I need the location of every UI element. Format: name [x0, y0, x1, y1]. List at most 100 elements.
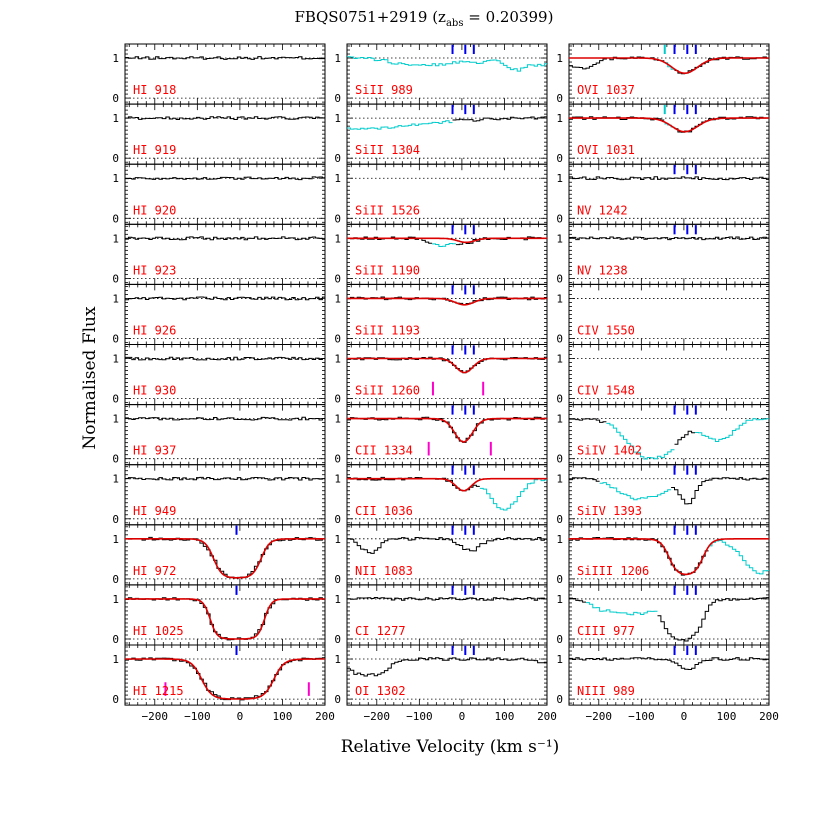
y-tick-label: 0	[556, 332, 563, 345]
spectrum-trace	[569, 657, 769, 670]
panel: 0 1 NV 1238	[556, 223, 770, 285]
panel-label: NV 1242	[577, 203, 628, 217]
y-tick-label: 0	[334, 92, 341, 105]
y-tick-label: 1	[112, 353, 119, 366]
spectrum-trace	[674, 56, 769, 75]
y-tick-label: 1	[556, 52, 563, 65]
y-tick-label: 0	[112, 513, 119, 526]
x-axis-label: Relative Velocity (km s⁻¹)	[341, 737, 560, 757]
y-tick-label: 1	[112, 112, 119, 125]
x-tick-label: 0	[681, 710, 688, 723]
y-tick-label: 0	[334, 573, 341, 586]
panel: 0 1 CIV 1550	[556, 283, 770, 345]
y-tick-label: 1	[334, 292, 341, 305]
y-tick-label: 0	[112, 693, 119, 706]
x-tick-label: 100	[273, 710, 293, 723]
panel-label: OI 1302	[355, 684, 406, 698]
panel: 0 1 SiII 1304	[334, 103, 548, 165]
y-tick-label: 0	[112, 92, 119, 105]
spectrum-trace	[479, 478, 547, 511]
y-tick-label: 0	[112, 212, 119, 225]
panel-label: HI 920	[133, 203, 176, 217]
panel-label: NV 1238	[577, 263, 628, 277]
spectrum-trace	[125, 116, 325, 120]
panel-label: CIV 1548	[577, 384, 635, 398]
x-tick-label: 200	[537, 710, 557, 723]
y-tick-label: 0	[556, 633, 563, 646]
spectrum-trace	[125, 296, 325, 301]
y-tick-label: 0	[334, 513, 341, 526]
spectrum-trace	[452, 116, 547, 122]
y-tick-label: 1	[334, 52, 341, 65]
spectrum-trace	[347, 537, 547, 554]
panel-label: HI 1025	[133, 624, 184, 638]
y-tick-label: 1	[556, 413, 563, 426]
panel: 0 1 OVI 1037	[556, 43, 770, 105]
y-tick-label: 1	[556, 353, 563, 366]
chart-title-subscript: abs	[446, 18, 464, 29]
x-tick-label: −200	[586, 710, 613, 723]
panel: 0 1 SiII 1190	[334, 223, 548, 285]
panel: 0 1 HI 923	[112, 223, 326, 285]
panel: 0 1 NV 1242	[556, 163, 770, 225]
chart-title-tail: = 0.20399)	[463, 8, 553, 26]
panel: 0 1 SiIII 1206	[556, 524, 770, 586]
panel-label: CII 1334	[355, 444, 413, 458]
y-tick-label: 1	[556, 232, 563, 245]
spectrum-trace	[432, 243, 456, 247]
spectrum-trace	[347, 56, 547, 72]
y-tick-label: 0	[556, 393, 563, 406]
y-tick-label: 0	[556, 453, 563, 466]
panel-label: SiII 1304	[355, 143, 420, 157]
panel-label: HI 919	[133, 143, 176, 157]
spectrum-trace	[569, 176, 769, 181]
spectrum-trace	[664, 62, 675, 70]
panel-label: SiIV 1393	[577, 504, 642, 518]
y-tick-label: 0	[556, 573, 563, 586]
y-tick-label: 0	[556, 272, 563, 285]
panel: 0 1 HI 937	[112, 404, 326, 466]
y-tick-label: 0	[112, 332, 119, 345]
x-tick-label: 100	[495, 710, 515, 723]
y-tick-label: 0	[334, 212, 341, 225]
spectrum-trace	[569, 597, 586, 603]
model-fit-curve	[347, 477, 547, 492]
spectrum-trace	[347, 597, 547, 601]
panel-label: CII 1036	[355, 504, 413, 518]
x-tick-label: −100	[406, 710, 433, 723]
y-tick-label: 1	[334, 232, 341, 245]
y-tick-label: 0	[556, 92, 563, 105]
y-tick-label: 0	[556, 152, 563, 165]
spectrum-trace	[125, 356, 325, 361]
spectrum-trace	[125, 476, 325, 481]
panel-label: SiIV 1402	[577, 444, 642, 458]
y-tick-label: 0	[112, 573, 119, 586]
chart-title: FBQS0751+2919 (zabs = 0.20399)	[295, 8, 554, 29]
spectrum-trace	[674, 116, 769, 133]
panel-label: SiIII 1206	[577, 564, 649, 578]
panel-label: HI 1215	[133, 684, 184, 698]
panel-label: HI 926	[133, 324, 176, 338]
panel-label: HI 949	[133, 504, 176, 518]
panel: 0 1 HI 972	[112, 524, 326, 586]
panel-label: HI 930	[133, 384, 176, 398]
chart-title-main: FBQS0751+2919 (z	[295, 8, 447, 26]
x-tick-label: 100	[717, 710, 737, 723]
panel-label: SiII 1190	[355, 263, 420, 277]
y-tick-label: 0	[112, 152, 119, 165]
x-tick-label: −200	[142, 710, 169, 723]
panel-label: HI 972	[133, 564, 176, 578]
panel: 0 1 NIII 989	[556, 644, 770, 706]
y-tick-label: 1	[112, 473, 119, 486]
panel: 0 1 CIII 977	[556, 584, 770, 646]
y-tick-label: 1	[334, 593, 341, 606]
y-tick-label: 1	[334, 473, 341, 486]
y-tick-label: 1	[112, 52, 119, 65]
spectrum-trace	[125, 176, 325, 181]
spectrum-trace	[455, 236, 547, 246]
y-tick-label: 0	[334, 453, 341, 466]
panel-label: SiII 989	[355, 83, 413, 97]
spectrum-trace	[708, 540, 769, 575]
y-tick-label: 0	[112, 393, 119, 406]
